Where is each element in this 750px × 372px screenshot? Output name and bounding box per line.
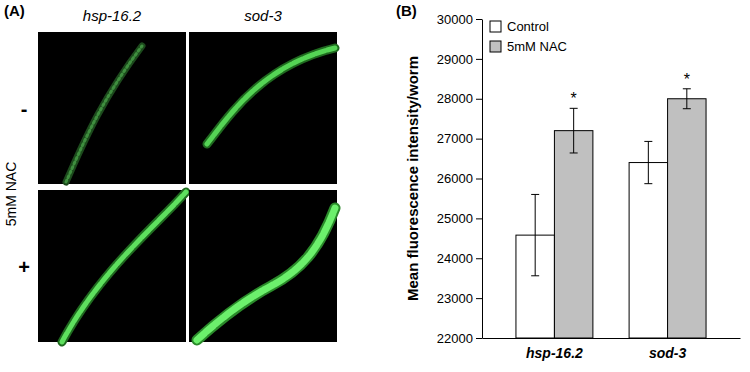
error-bar	[644, 141, 652, 183]
y-tick-label: 22000	[437, 331, 473, 346]
micrograph	[38, 32, 186, 184]
worm	[66, 46, 142, 182]
row-label: -	[21, 98, 28, 120]
column-title: sod-3	[244, 7, 282, 24]
x-axis-line	[483, 338, 741, 339]
worm	[197, 208, 335, 340]
y-tick-mark	[476, 139, 482, 140]
y-tick-label: 30000	[437, 12, 473, 27]
micrograph	[189, 32, 337, 184]
error-bar-cap	[570, 108, 578, 109]
legend-swatch	[490, 41, 501, 52]
y-tick-label: 25000	[437, 211, 473, 226]
y-tick-mark	[476, 179, 482, 180]
worm	[62, 192, 186, 342]
y-tick-mark	[476, 99, 482, 100]
y-tick: 22000	[437, 331, 482, 346]
y-axis: 22000 23000 24000 25000 26000 27000 28000 29000…	[437, 12, 483, 346]
x-tick: sod-3	[649, 345, 687, 361]
worm-glow	[197, 208, 335, 340]
worm	[207, 48, 335, 144]
y-tick: 26000	[437, 171, 482, 186]
worm-glow	[66, 46, 142, 182]
micrograph-background	[38, 32, 186, 184]
error-bar-stem	[535, 194, 536, 275]
y-axis-title: Mean fluorescence intensity/worm	[404, 56, 421, 301]
y-tick-mark	[476, 258, 482, 259]
micrograph	[38, 190, 186, 342]
y-tick: 24000	[437, 251, 482, 266]
error-bar	[531, 194, 539, 275]
y-tick-label: 27000	[437, 131, 473, 146]
micrograph-background	[189, 190, 337, 342]
significance-marker: *	[684, 71, 690, 88]
y-tick-label: 26000	[437, 171, 473, 186]
error-bar	[570, 108, 578, 153]
micrograph-background	[38, 190, 186, 342]
y-tick: 29000	[437, 52, 482, 67]
micrograph-background	[189, 32, 337, 184]
y-tick: 27000	[437, 131, 482, 146]
error-bar-stem	[686, 89, 687, 109]
y-tick: 30000	[437, 12, 482, 27]
error-bar-cap	[683, 88, 691, 89]
error-bar-cap	[531, 275, 539, 276]
y-tick: 25000	[437, 211, 482, 226]
y-tick-mark	[476, 338, 482, 339]
y-tick-mark	[476, 218, 482, 219]
y-tick-mark	[476, 59, 482, 60]
x-tick-label: sod-3	[649, 345, 687, 361]
error-bar-stem	[573, 108, 574, 153]
y-tick-label: 29000	[437, 52, 473, 67]
y-tick-mark	[476, 298, 482, 299]
legend-item: Control	[490, 19, 549, 34]
bar	[668, 99, 706, 338]
error-bar	[683, 89, 691, 109]
row-label: +	[18, 256, 30, 278]
y-tick: 23000	[437, 291, 482, 306]
y-tick: 28000	[437, 91, 482, 106]
bar	[629, 163, 667, 338]
error-bar-cap	[683, 108, 691, 109]
error-bar-cap	[644, 141, 652, 142]
error-bar-cap	[531, 194, 539, 195]
y-tick-label: 28000	[437, 91, 473, 106]
legend-label: Control	[507, 19, 549, 34]
significance-marker: *	[571, 90, 577, 107]
x-tick-label: hsp-16.2	[526, 345, 583, 361]
bar	[554, 131, 592, 338]
panel-label: (B)	[396, 2, 417, 19]
worm-glow	[207, 48, 335, 144]
x-tick: hsp-16.2	[526, 345, 583, 361]
y-tick-mark	[476, 19, 482, 20]
panel-label: (A)	[4, 2, 25, 19]
legend-item: 5mM NAC	[490, 39, 567, 54]
error-bar-cap	[644, 183, 652, 184]
error-bar-stem	[648, 141, 649, 183]
x-axis: hsp-16.2 sod-3	[483, 339, 741, 361]
legend-swatch	[490, 21, 501, 32]
y-axis-line	[482, 20, 483, 339]
y-tick-label: 23000	[437, 291, 473, 306]
error-bar-cap	[570, 152, 578, 153]
worm-glow	[62, 192, 186, 342]
column-title: hsp-16.2	[83, 7, 142, 24]
y-tick-label: 24000	[437, 251, 473, 266]
plot-area	[516, 89, 706, 338]
row-title: 5mM NAC	[3, 162, 19, 227]
micrograph	[189, 190, 337, 342]
legend-label: 5mM NAC	[507, 39, 567, 54]
